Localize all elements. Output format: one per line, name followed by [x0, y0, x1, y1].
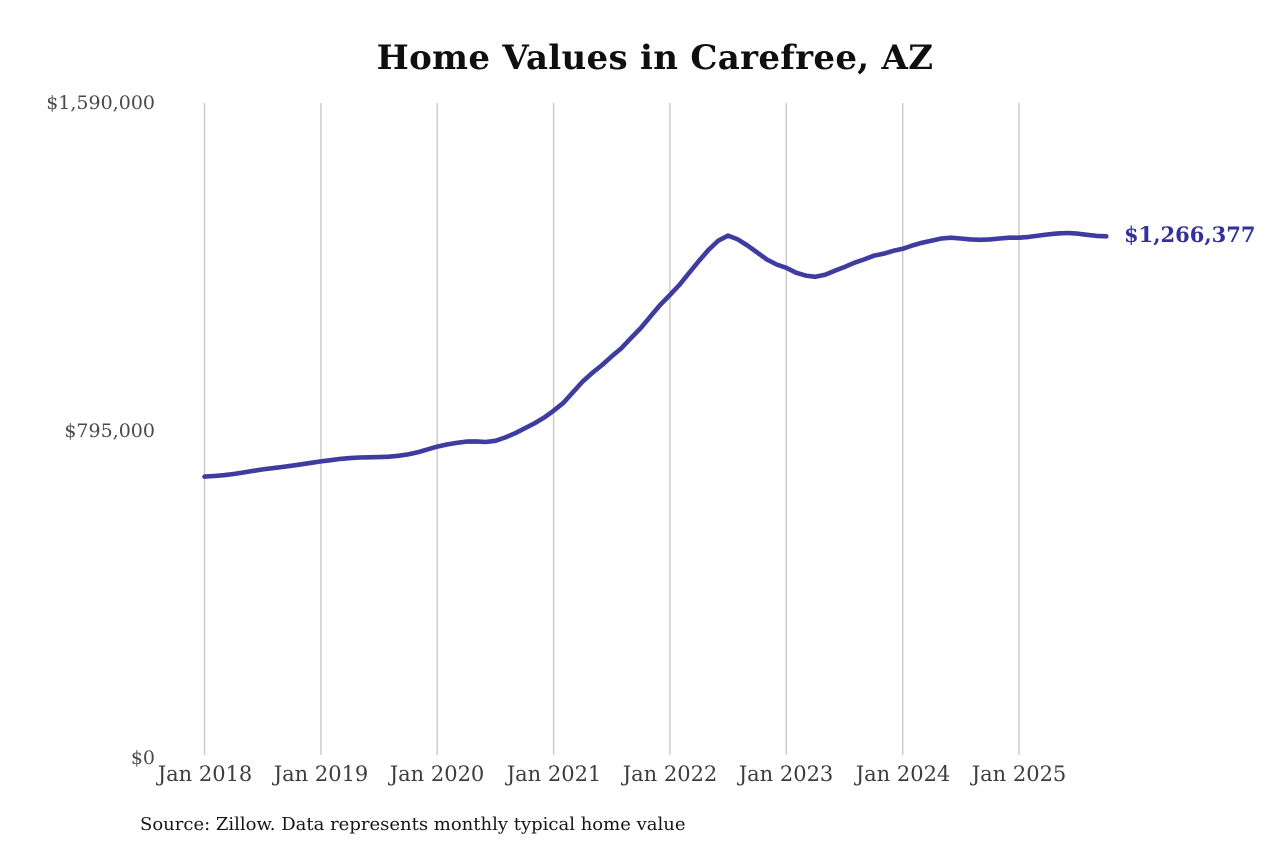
x-axis-label-jan-2021: Jan 2021 — [506, 762, 602, 786]
x-axis-label-jan-2020: Jan 2020 — [389, 762, 485, 786]
x-axis-label-jan-2023: Jan 2023 — [738, 762, 834, 786]
x-axis-label-jan-2018: Jan 2018 — [157, 762, 253, 786]
x-axis-label-jan-2025: Jan 2025 — [971, 762, 1067, 786]
y-axis-label-0: $0 — [130, 747, 155, 769]
y-axis-label-1590000: $1,590,000 — [46, 92, 155, 114]
source-note: Source: Zillow. Data represents monthly … — [140, 814, 686, 835]
x-axis-label-jan-2024: Jan 2024 — [855, 762, 951, 786]
x-axis-label-jan-2022: Jan 2022 — [622, 762, 718, 786]
chart-title: Home Values in Carefree, AZ — [376, 38, 934, 78]
gridline-group — [203, 103, 1020, 755]
end-value-label: $1,266,377 — [1124, 222, 1256, 247]
home-value-line — [202, 230, 1109, 479]
y-axis-label-795000: $795,000 — [64, 420, 155, 442]
x-axis-label-jan-2019: Jan 2019 — [273, 762, 369, 786]
